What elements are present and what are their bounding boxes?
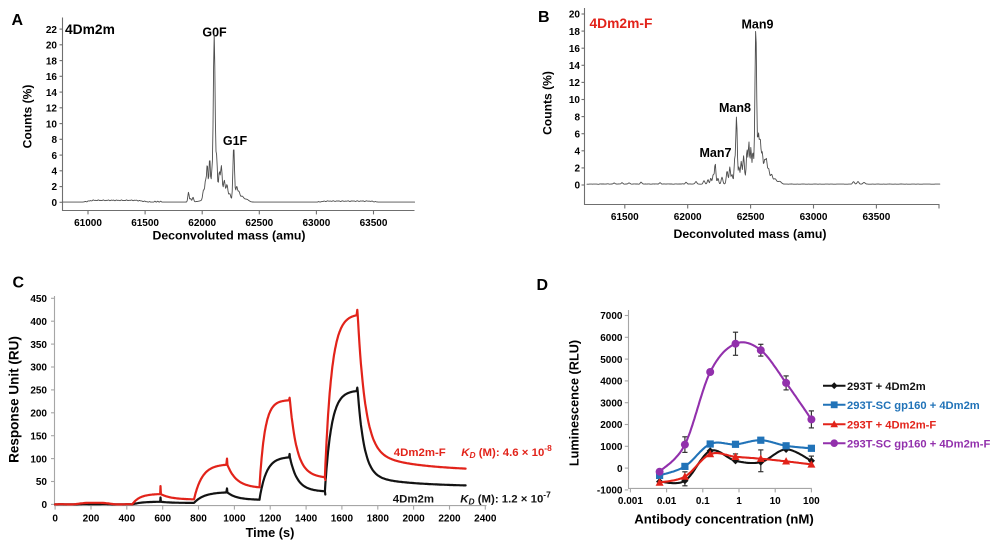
svg-text:62000: 62000 [188,218,216,229]
svg-text:10: 10 [46,119,58,130]
svg-text:22: 22 [46,25,58,36]
svg-text:Man8: Man8 [719,101,751,115]
svg-text:62500: 62500 [245,218,273,229]
svg-text:293T-SC gp160 + 4Dm2m-F: 293T-SC gp160 + 4Dm2m-F [847,438,990,450]
svg-text:Deconvoluted mass (amu): Deconvoluted mass (amu) [673,227,826,241]
svg-text:Counts (%): Counts (%) [541,71,555,135]
svg-text:Luminescence (RLU): Luminescence (RLU) [568,340,582,466]
svg-text:200: 200 [30,409,47,420]
svg-text:10: 10 [569,95,581,106]
svg-text:0.001: 0.001 [618,496,643,507]
svg-text:7000: 7000 [600,311,623,322]
svg-text:0.01: 0.01 [657,496,677,507]
svg-text:200: 200 [83,514,100,525]
svg-text:250: 250 [30,386,47,397]
svg-text:0.1: 0.1 [696,496,710,507]
svg-text:400: 400 [30,317,47,328]
svg-text:4Dm2m: 4Dm2m [65,22,115,37]
svg-text:8: 8 [574,112,580,123]
svg-text:-1000: -1000 [597,486,623,497]
svg-text:100: 100 [803,496,820,507]
svg-text:0: 0 [52,514,58,525]
svg-text:3000: 3000 [600,398,623,409]
svg-text:20: 20 [569,10,581,21]
svg-text:0: 0 [51,198,57,209]
svg-text:20: 20 [46,41,58,52]
svg-text:1000: 1000 [223,514,246,525]
svg-text:KD (M): 4.6 × 10-8: KD (M): 4.6 × 10-8 [461,443,552,460]
svg-text:293T + 4Dm2m-F: 293T + 4Dm2m-F [847,419,936,431]
svg-text:63000: 63000 [800,212,828,223]
svg-text:293T + 4Dm2m: 293T + 4Dm2m [847,381,926,393]
svg-text:350: 350 [30,340,47,351]
svg-text:Time (s): Time (s) [246,525,295,540]
svg-text:Man7: Man7 [700,146,732,160]
svg-text:4: 4 [574,147,580,158]
svg-text:0: 0 [574,181,580,192]
svg-text:8: 8 [51,135,57,146]
svg-text:2: 2 [51,182,57,193]
svg-text:16: 16 [46,72,58,83]
svg-text:18: 18 [569,27,581,38]
svg-text:KD (M): 1.2 × 10-7: KD (M): 1.2 × 10-7 [460,490,551,507]
svg-text:293T-SC gp160 + 4Dm2m: 293T-SC gp160 + 4Dm2m [847,400,980,412]
svg-text:450: 450 [30,294,47,305]
svg-text:C: C [13,275,25,292]
svg-text:600: 600 [154,514,171,525]
svg-text:61000: 61000 [74,218,102,229]
svg-text:61500: 61500 [131,218,159,229]
svg-text:14: 14 [569,61,581,72]
svg-text:0: 0 [617,464,623,475]
svg-text:4: 4 [51,167,57,178]
svg-text:5000: 5000 [600,355,623,366]
svg-text:300: 300 [30,363,47,374]
svg-text:4000: 4000 [600,377,623,388]
svg-text:4Dm2m: 4Dm2m [393,494,434,506]
svg-text:100: 100 [30,454,47,465]
svg-text:0: 0 [41,500,47,511]
svg-text:62500: 62500 [737,212,765,223]
svg-text:1200: 1200 [259,514,282,525]
svg-text:1400: 1400 [295,514,318,525]
svg-text:G0F: G0F [202,26,227,40]
svg-text:2000: 2000 [600,420,623,431]
svg-text:B: B [538,9,550,26]
svg-text:1000: 1000 [600,442,623,453]
svg-text:61500: 61500 [611,212,639,223]
svg-text:6: 6 [51,151,57,162]
svg-text:2: 2 [574,164,580,175]
svg-text:63000: 63000 [302,218,330,229]
svg-text:D: D [537,277,549,294]
svg-text:63500: 63500 [862,212,890,223]
svg-text:Man9: Man9 [742,18,774,32]
svg-text:800: 800 [190,514,207,525]
svg-text:1: 1 [736,496,742,507]
svg-text:1600: 1600 [331,514,354,525]
svg-text:2400: 2400 [474,514,497,525]
svg-text:A: A [12,12,24,29]
svg-text:62000: 62000 [674,212,702,223]
svg-text:12: 12 [569,78,581,89]
svg-text:6000: 6000 [600,333,623,344]
svg-text:50: 50 [36,477,48,488]
svg-text:4Dm2m-F: 4Dm2m-F [590,16,653,31]
svg-text:6: 6 [574,129,580,140]
svg-text:4Dm2m-F: 4Dm2m-F [394,447,446,459]
svg-text:400: 400 [118,514,135,525]
svg-text:150: 150 [30,431,47,442]
svg-text:16: 16 [569,44,581,55]
svg-text:10: 10 [770,496,782,507]
svg-text:63500: 63500 [360,218,388,229]
svg-text:Response Unit (RU): Response Unit (RU) [7,336,22,463]
svg-text:2000: 2000 [402,514,425,525]
svg-text:Deconvoluted mass (amu): Deconvoluted mass (amu) [152,229,305,243]
svg-text:14: 14 [46,88,58,99]
svg-text:2200: 2200 [438,514,461,525]
svg-text:1800: 1800 [367,514,390,525]
svg-text:Counts (%): Counts (%) [21,85,35,149]
svg-text:18: 18 [46,56,58,67]
svg-text:G1F: G1F [223,134,248,148]
svg-text:Antibody concentration (nM): Antibody concentration (nM) [634,512,813,527]
svg-text:12: 12 [46,104,58,115]
